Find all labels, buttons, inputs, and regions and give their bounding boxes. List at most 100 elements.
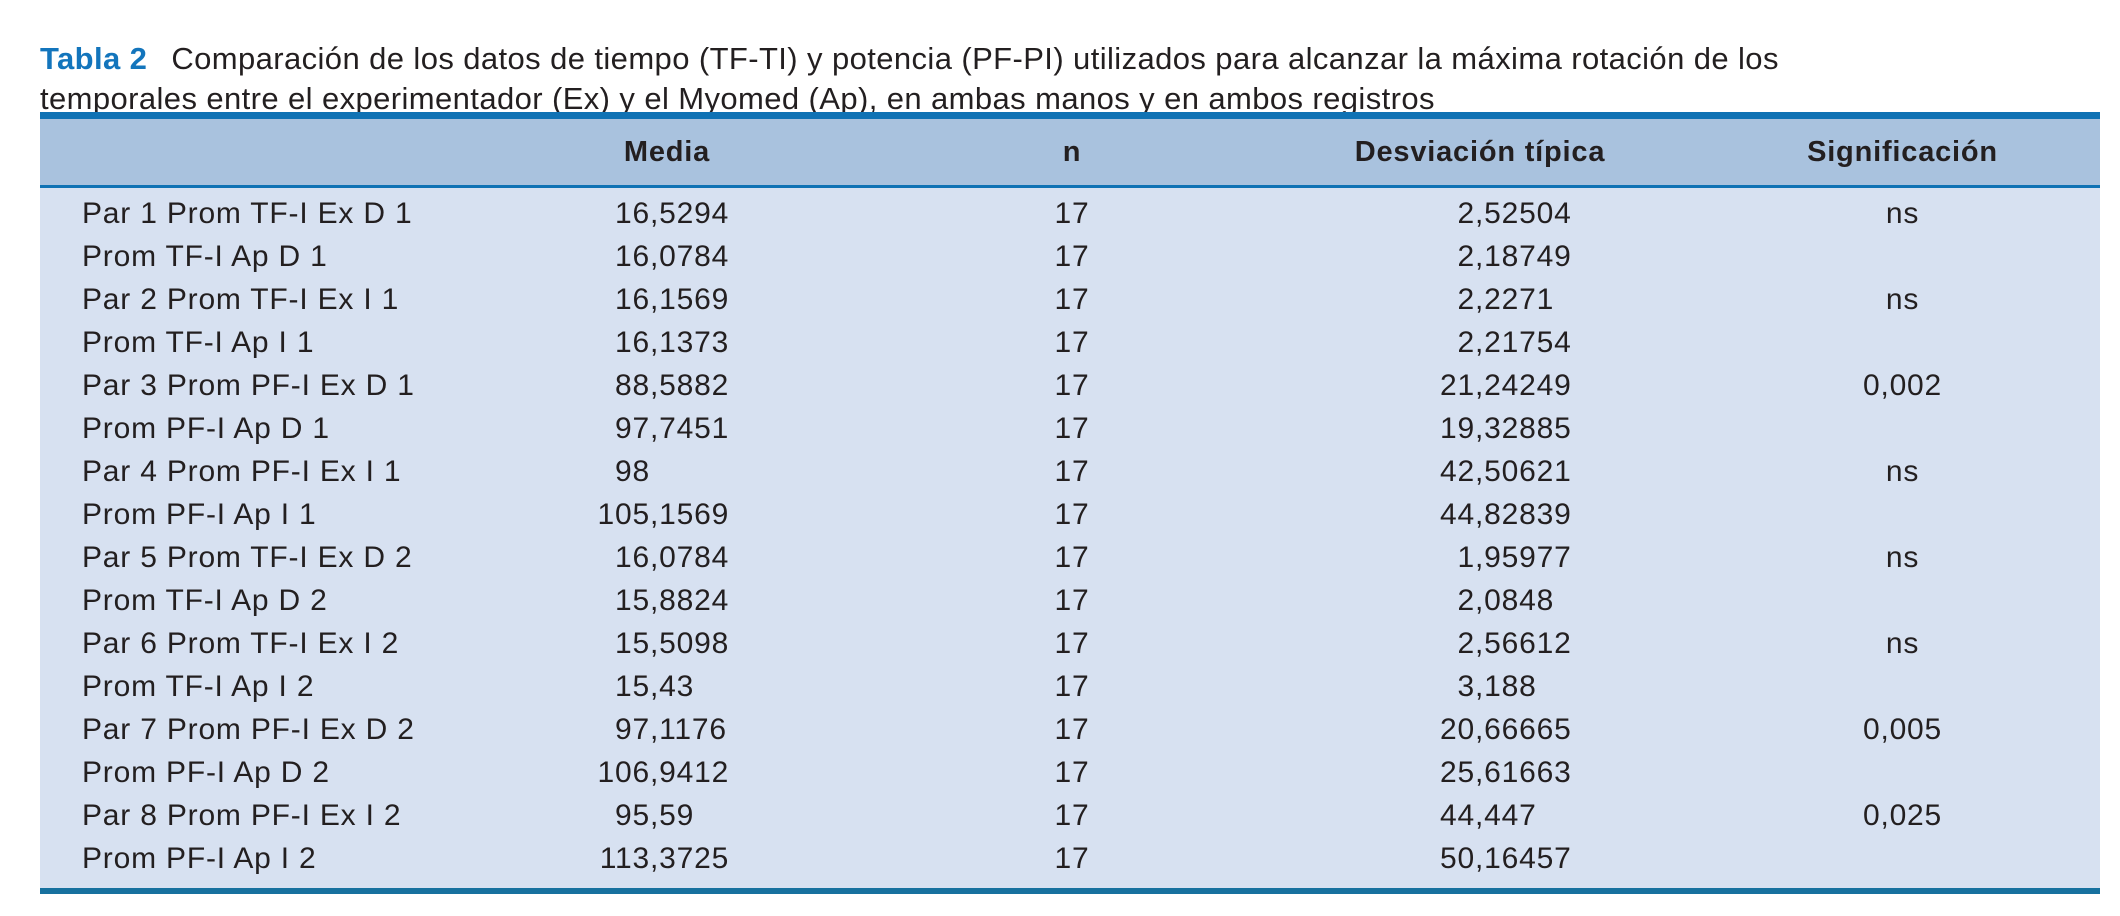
media-cell-fraction: ,59	[650, 798, 695, 832]
table-header-row: Media n Desviación típica Significación	[40, 119, 2100, 188]
row-label-cell: Par 1 Prom TF-I Ex D 1	[82, 196, 413, 230]
sd-cell-fraction: ,56612	[1475, 626, 1572, 660]
media-cell-integer: 15	[615, 626, 650, 660]
sd-cell-integer: 2	[1457, 626, 1475, 660]
row-label-cell: Prom TF-I Ap I 2	[82, 669, 315, 703]
media-cell-fraction: ,8824	[650, 583, 730, 617]
media-cell-fraction: ,3725	[650, 841, 730, 875]
sd-cell-integer: 44	[1440, 497, 1475, 531]
media-cell-integer: 16	[615, 196, 650, 230]
sd-cell-integer: 19	[1440, 411, 1475, 445]
sd-cell-integer: 2	[1457, 282, 1475, 316]
header-significacion: Significación	[1807, 135, 1998, 168]
sd-cell-fraction: ,61663	[1475, 755, 1572, 789]
n-cell: 17	[1054, 325, 1090, 359]
n-cell: 17	[1054, 454, 1090, 488]
sd-cell-fraction: ,82839	[1475, 497, 1572, 531]
table-caption-number: Tabla 2	[40, 41, 148, 76]
media-cell-fraction: ,7451	[650, 411, 730, 445]
row-label-cell: Par 7 Prom PF-I Ex D 2	[82, 712, 415, 746]
sd-cell-integer: 42	[1440, 454, 1475, 488]
media-cell-fraction: ,5294	[650, 196, 730, 230]
sig-cell: ns	[1885, 454, 1920, 488]
media-cell-fraction: ,1176	[650, 712, 727, 746]
row-label-cell: Par 6 Prom TF-I Ex I 2	[82, 626, 400, 660]
sd-cell-fraction: ,66665	[1475, 712, 1572, 746]
row-label-cell: Par 4 Prom PF-I Ex I 1	[82, 454, 402, 488]
sd-cell-integer: 3	[1457, 669, 1475, 703]
table-row: Par 1 Prom TF-I Ex D 1 16 ,5294 17 2 ,52…	[40, 192, 2100, 235]
table-row: Prom TF-I Ap I 1 16 ,1373 17 2 ,21754	[40, 321, 2100, 364]
row-label-cell: Prom PF-I Ap I 1	[82, 497, 317, 531]
media-cell-fraction: ,0784	[650, 540, 730, 574]
table-row: Prom PF-I Ap D 2 106 ,9412 17 25 ,61663	[40, 751, 2100, 794]
media-cell-fraction: ,9412	[650, 755, 730, 789]
table-row: Par 7 Prom PF-I Ex D 2 97 ,1176 17 20 ,6…	[40, 708, 2100, 751]
sd-cell-integer: 20	[1440, 712, 1475, 746]
table-row: Par 6 Prom TF-I Ex I 2 15 ,5098 17 2 ,56…	[40, 622, 2100, 665]
media-cell-fraction: ,1373	[650, 325, 730, 359]
sd-cell-fraction: ,188	[1475, 669, 1537, 703]
n-cell: 17	[1054, 626, 1090, 660]
row-label-cell: Prom TF-I Ap I 1	[82, 325, 315, 359]
sd-cell-fraction: ,18749	[1475, 239, 1572, 273]
table-row: Prom PF-I Ap I 1 105 ,1569 17 44 ,82839	[40, 493, 2100, 536]
row-label-cell: Prom TF-I Ap D 1	[82, 239, 328, 273]
header-desviacion-tipica: Desviación típica	[1354, 135, 1606, 168]
sd-cell-fraction: ,16457	[1475, 841, 1572, 875]
sig-cell: 0,002	[1862, 368, 1943, 402]
header-n: n	[1062, 135, 1082, 168]
header-media: Media	[623, 135, 711, 168]
sd-cell-integer: 21	[1440, 368, 1475, 402]
media-cell-integer: 15	[615, 669, 650, 703]
media-cell-integer: 16	[615, 239, 650, 273]
sd-cell-integer: 2	[1457, 239, 1475, 273]
n-cell: 17	[1054, 239, 1090, 273]
table-row: Prom TF-I Ap I 2 15 ,43 17 3 ,188	[40, 665, 2100, 708]
row-label-cell: Prom TF-I Ap D 2	[82, 583, 328, 617]
sd-cell-fraction: ,32885	[1475, 411, 1572, 445]
media-cell-fraction: ,1569	[650, 497, 730, 531]
media-cell-integer: 97	[615, 411, 650, 445]
media-cell-integer: 105	[597, 497, 650, 531]
media-cell-integer: 88	[615, 368, 650, 402]
row-label-cell: Prom PF-I Ap I 2	[82, 841, 317, 875]
n-cell: 17	[1054, 282, 1090, 316]
sig-cell: ns	[1885, 626, 1920, 660]
n-cell: 17	[1054, 196, 1090, 230]
table-row: Par 8 Prom PF-I Ex I 2 95 ,59 17 44 ,447…	[40, 794, 2100, 837]
n-cell: 17	[1054, 669, 1090, 703]
media-cell-integer: 106	[597, 755, 650, 789]
media-cell-fraction: ,0784	[650, 239, 730, 273]
sd-cell-integer: 2	[1457, 325, 1475, 359]
table-row: Prom PF-I Ap I 2 113 ,3725 17 50 ,16457	[40, 837, 2100, 880]
sd-cell-integer: 1	[1457, 540, 1475, 574]
table-row: Par 2 Prom TF-I Ex I 1 16 ,1569 17 2 ,22…	[40, 278, 2100, 321]
media-cell-fraction: ,1569	[650, 282, 730, 316]
sd-cell-fraction: ,21754	[1475, 325, 1572, 359]
n-cell: 17	[1054, 841, 1090, 875]
n-cell: 17	[1054, 411, 1090, 445]
sd-cell-fraction: ,447	[1475, 798, 1537, 832]
row-label-cell: Par 2 Prom TF-I Ex I 1	[82, 282, 400, 316]
media-cell-integer: 16	[615, 325, 650, 359]
table-row: Par 4 Prom PF-I Ex I 1 98 17 42 ,50621 n…	[40, 450, 2100, 493]
statistics-table: Media n Desviación típica Significación …	[40, 112, 2100, 894]
n-cell: 17	[1054, 368, 1090, 402]
sd-cell-fraction: ,2271	[1475, 282, 1555, 316]
n-cell: 17	[1054, 712, 1090, 746]
media-cell-integer: 113	[599, 841, 650, 875]
n-cell: 17	[1054, 497, 1090, 531]
sd-cell-integer: 25	[1440, 755, 1475, 789]
sig-cell: ns	[1885, 196, 1920, 230]
row-label-cell: Prom PF-I Ap D 2	[82, 755, 330, 789]
table-body: Par 1 Prom TF-I Ex D 1 16 ,5294 17 2 ,52…	[40, 188, 2100, 888]
media-cell-integer: 15	[615, 583, 650, 617]
table-caption: Tabla 2 Comparación de los datos de tiemp…	[40, 39, 2110, 119]
row-label-cell: Par 8 Prom PF-I Ex I 2	[82, 798, 402, 832]
row-label-cell: Prom PF-I Ap D 1	[82, 411, 330, 445]
sd-cell-fraction: ,0848	[1475, 583, 1555, 617]
sig-cell: ns	[1885, 282, 1920, 316]
sd-cell-integer: 2	[1457, 583, 1475, 617]
